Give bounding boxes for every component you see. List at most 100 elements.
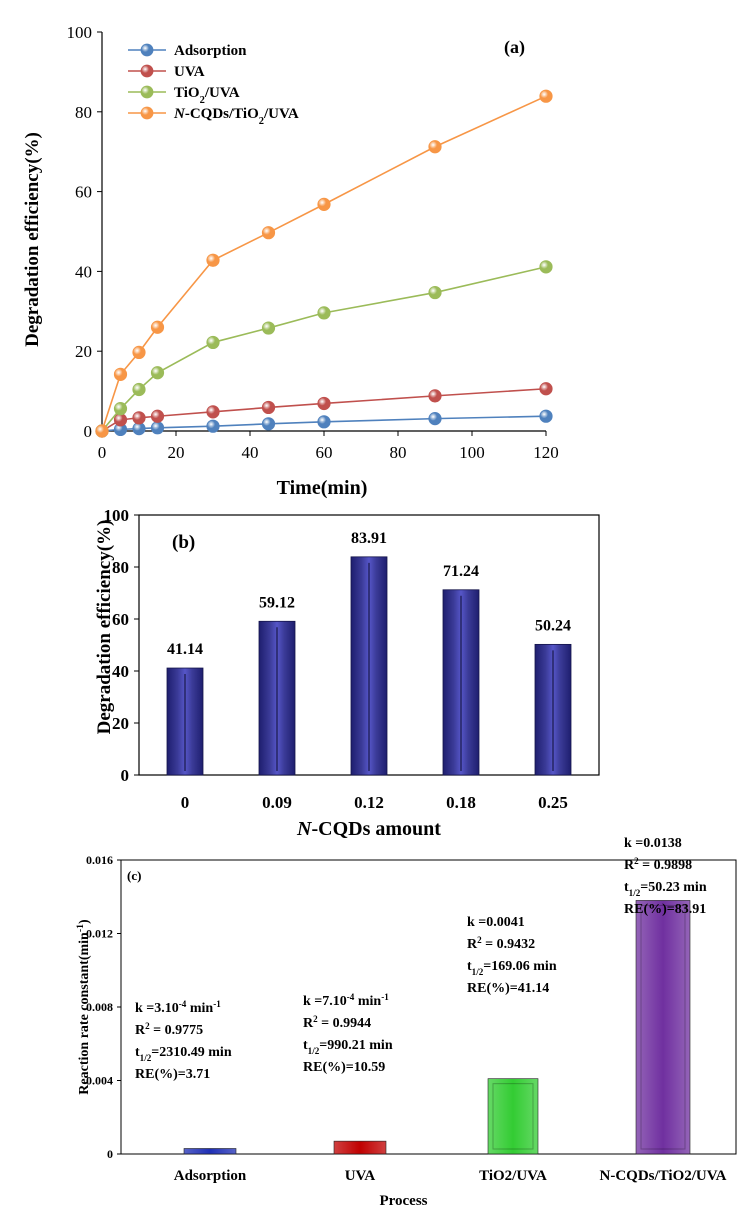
chart-b-x-tick-label: 0	[181, 793, 190, 812]
chart-a-data-point	[113, 402, 128, 416]
chart-a-y-tick-label: 80	[75, 103, 92, 122]
chart-c-x-tick-label: Adsorption	[174, 1168, 247, 1184]
chart-c-panel-label: (c)	[127, 868, 141, 883]
chart-b-y-label: Degradation efficiency(%)	[94, 520, 115, 735]
chart-c-annotation-re: RE(%)=83.91	[624, 902, 706, 917]
chart-b-data-label: 71.24	[443, 563, 479, 580]
chart-b-x-tick-label: 0.18	[446, 793, 476, 812]
chart-a-data-point	[150, 366, 165, 380]
chart-a-data-point	[261, 321, 276, 335]
chart-c-y-tick-label: 0	[107, 1147, 113, 1161]
chart-b-data-label: 41.14	[167, 641, 203, 658]
chart-c-bar	[487, 1078, 539, 1155]
chart-c-annotation-k: k =3.10-4 min-1	[135, 999, 221, 1016]
chart-a-series-line	[101, 95, 547, 432]
chart-a-data-point	[539, 89, 553, 103]
chart-a-legend-label: TiO2/UVA	[174, 85, 240, 106]
chart-a-data-point	[428, 285, 442, 300]
chart-a-legend-marker	[140, 43, 154, 57]
chart-a-data-point	[261, 417, 276, 431]
chart-a-data-point	[317, 197, 331, 211]
chart-b-data-label: 59.12	[259, 594, 295, 611]
chart-a-legend-marker	[140, 85, 154, 99]
chart-a-legend-marker	[140, 64, 154, 78]
chart-a-data-point	[428, 412, 442, 426]
chart-c-annotation-half-life: t1/2=169.06 min	[467, 959, 557, 977]
chart-a-data-point	[132, 345, 146, 359]
chart-b: 0 20 40 60 80 100 41.14 0 59.12 0.09 83.91 0.12 71.2…	[94, 506, 600, 840]
chart-a-data-point	[95, 424, 109, 438]
chart-a-data-point	[206, 405, 220, 419]
chart-a-x-tick-label: 20	[168, 443, 185, 462]
chart-a-x-tick-label: 100	[459, 443, 485, 462]
chart-a-data-point	[317, 306, 331, 320]
chart-a-y-tick-label: 100	[67, 23, 93, 42]
chart-c-annotation-k: k =0.0041	[467, 915, 525, 930]
chart-a-data-point	[150, 409, 165, 423]
chart-a-data-point	[113, 413, 128, 427]
chart-c-x-tick-label: N-CQDs/TiO2/UVA	[600, 1168, 727, 1184]
chart-b-y-tick-label: 0	[121, 766, 130, 785]
chart-b-data-label: 50.24	[535, 617, 571, 634]
chart-a-legend-label: Adsorption	[174, 43, 247, 59]
chart-c-annotation-re: RE(%)=3.71	[135, 1067, 210, 1082]
chart-b-x-tick-label: 0.09	[262, 793, 292, 812]
chart-c-annotation-half-life: t1/2=990.21 min	[303, 1038, 393, 1056]
chart-c-annotation-r2: R2 = 0.9944	[303, 1014, 371, 1031]
chart-c-annotation-half-life: t1/2=50.23 min	[624, 880, 707, 898]
chart-c-bar	[333, 1140, 387, 1155]
chart-a-data-point	[206, 419, 220, 433]
chart-a-x-tick-label: 40	[242, 443, 259, 462]
chart-a-data-point	[317, 415, 331, 429]
chart-a-legend-label: N-CQDs/TiO2/UVA	[173, 106, 299, 127]
chart-c-y-tick-label: 0.012	[86, 927, 113, 941]
chart-b-x-tick-label: 0.25	[538, 793, 568, 812]
chart-a-data-point	[206, 253, 220, 267]
chart-c-y-tick-label: 0.008	[86, 1000, 113, 1014]
chart-b-y-tick-label: 60	[112, 610, 129, 629]
chart-c-y-tick-label: 0.004	[86, 1074, 113, 1088]
chart-a-x-tick-label: 80	[390, 443, 407, 462]
chart-a-data-point	[317, 396, 331, 411]
chart-a-data-point	[539, 382, 553, 396]
chart-c-annotation-r2: R2 = 0.9775	[135, 1021, 203, 1038]
chart-c-annotation-r2: R2 = 0.9432	[467, 935, 535, 952]
chart-c-x-tick-label: UVA	[345, 1168, 376, 1184]
chart-c: 0 0.004 0.008 0.012 0.016 Adsorption UVA TiO2/U…	[75, 836, 737, 1209]
chart-a-data-point	[132, 411, 146, 425]
chart-b-y-tick-label: 80	[112, 558, 129, 577]
chart-b-x-tick-label: 0.12	[354, 793, 384, 812]
chart-c-annotation-re: RE(%)=41.14	[467, 981, 549, 996]
chart-a-data-point	[113, 367, 128, 381]
chart-c-annotation-k: k =7.10-4 min-1	[303, 992, 389, 1009]
chart-c-annotation-r2: R2 = 0.9898	[624, 856, 692, 873]
chart-a-data-point	[132, 382, 146, 397]
chart-c-annotation-half-life: t1/2=2310.49 min	[135, 1045, 232, 1063]
chart-a-x-label: Time(min)	[277, 477, 368, 499]
chart-a-y-tick-label: 20	[75, 342, 92, 361]
chart-a-x-tick-label: 120	[533, 443, 559, 462]
chart-c-annotation-k: k =0.0138	[624, 836, 682, 851]
chart-a-panel-label: (a)	[504, 37, 525, 58]
chart-a-y-tick-label: 0	[84, 422, 93, 441]
chart-a-data-point	[539, 409, 553, 423]
chart-a-y-label: Degradation efficiency(%)	[22, 132, 43, 347]
chart-a-x-tick-label: 60	[316, 443, 333, 462]
chart-c-x-tick-label: TiO2/UVA	[479, 1168, 547, 1184]
chart-c-y-tick-label: 0.016	[86, 853, 113, 867]
chart-a-data-point	[261, 226, 276, 240]
chart-a-data-point	[539, 260, 553, 274]
chart-a-legend-marker	[140, 106, 154, 120]
chart-c-y-label: Reaction rate constant(min-1)	[75, 919, 93, 1095]
chart-c-bar-bevel	[492, 1083, 534, 1150]
chart-b-y-tick-label: 40	[112, 662, 129, 681]
chart-c-annotation-re: RE(%)=10.59	[303, 1060, 385, 1075]
chart-a-data-point	[206, 335, 220, 350]
chart-a-y-tick-label: 60	[75, 183, 92, 202]
chart-a-y-tick-label: 40	[75, 262, 92, 281]
chart-c-x-label: Process	[379, 1193, 427, 1209]
chart-a-data-point	[150, 320, 165, 334]
chart-a-data-point	[150, 421, 165, 435]
chart-b-x-label: N-CQDs amount	[296, 818, 441, 840]
